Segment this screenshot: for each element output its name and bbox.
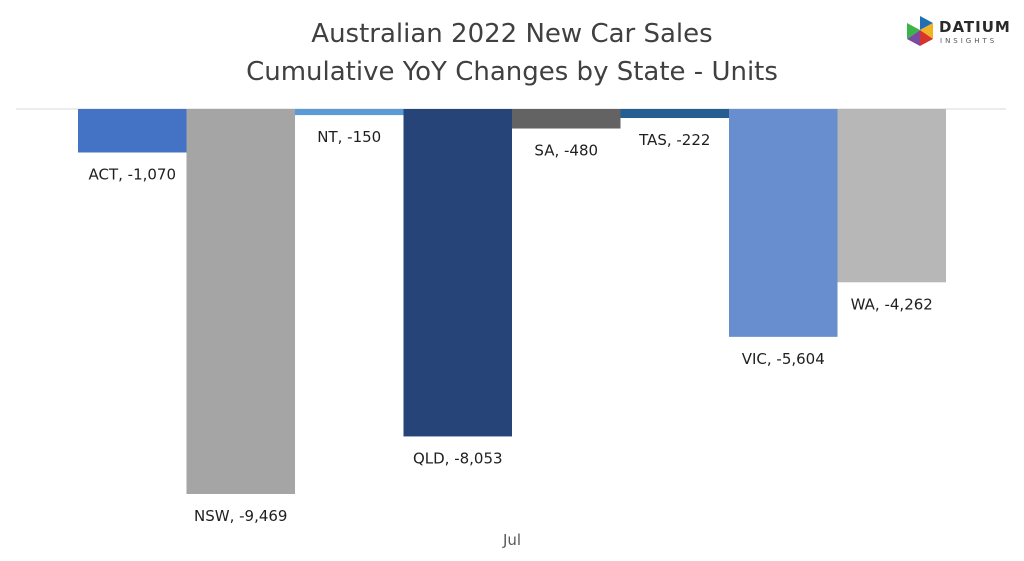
bar-nsw	[186, 109, 295, 494]
logo-tagline: INSIGHTS	[940, 37, 998, 45]
data-label-vic: VIC, -5,604	[742, 350, 825, 368]
data-label-qld: QLD, -8,053	[413, 449, 503, 467]
bar-nt	[295, 109, 404, 116]
bar-qld	[403, 109, 512, 437]
data-label-nt: NT, -150	[317, 128, 381, 146]
chart-title-line-2: Cumulative YoY Changes by State - Units	[246, 57, 778, 87]
x-axis-category-label: Jul	[502, 531, 521, 549]
bar-sa	[512, 109, 621, 129]
data-label-tas: TAS, -222	[638, 131, 710, 149]
bar-act	[78, 109, 187, 153]
chart-title-line-1: Australian 2022 New Car Sales	[311, 19, 713, 49]
bar-tas	[620, 109, 729, 119]
data-label-act: ACT, -1,070	[88, 166, 176, 184]
bar-vic	[729, 109, 838, 337]
logo-wordmark: DATIUM	[939, 18, 1011, 36]
datium-logo: DATIUM INSIGHTS	[903, 14, 1018, 54]
data-label-wa: WA, -4,262	[851, 295, 933, 313]
bar-wa	[837, 109, 946, 283]
datium-logo-icon	[907, 16, 933, 46]
data-label-nsw: NSW, -9,469	[194, 507, 287, 525]
data-label-sa: SA, -480	[534, 142, 598, 160]
